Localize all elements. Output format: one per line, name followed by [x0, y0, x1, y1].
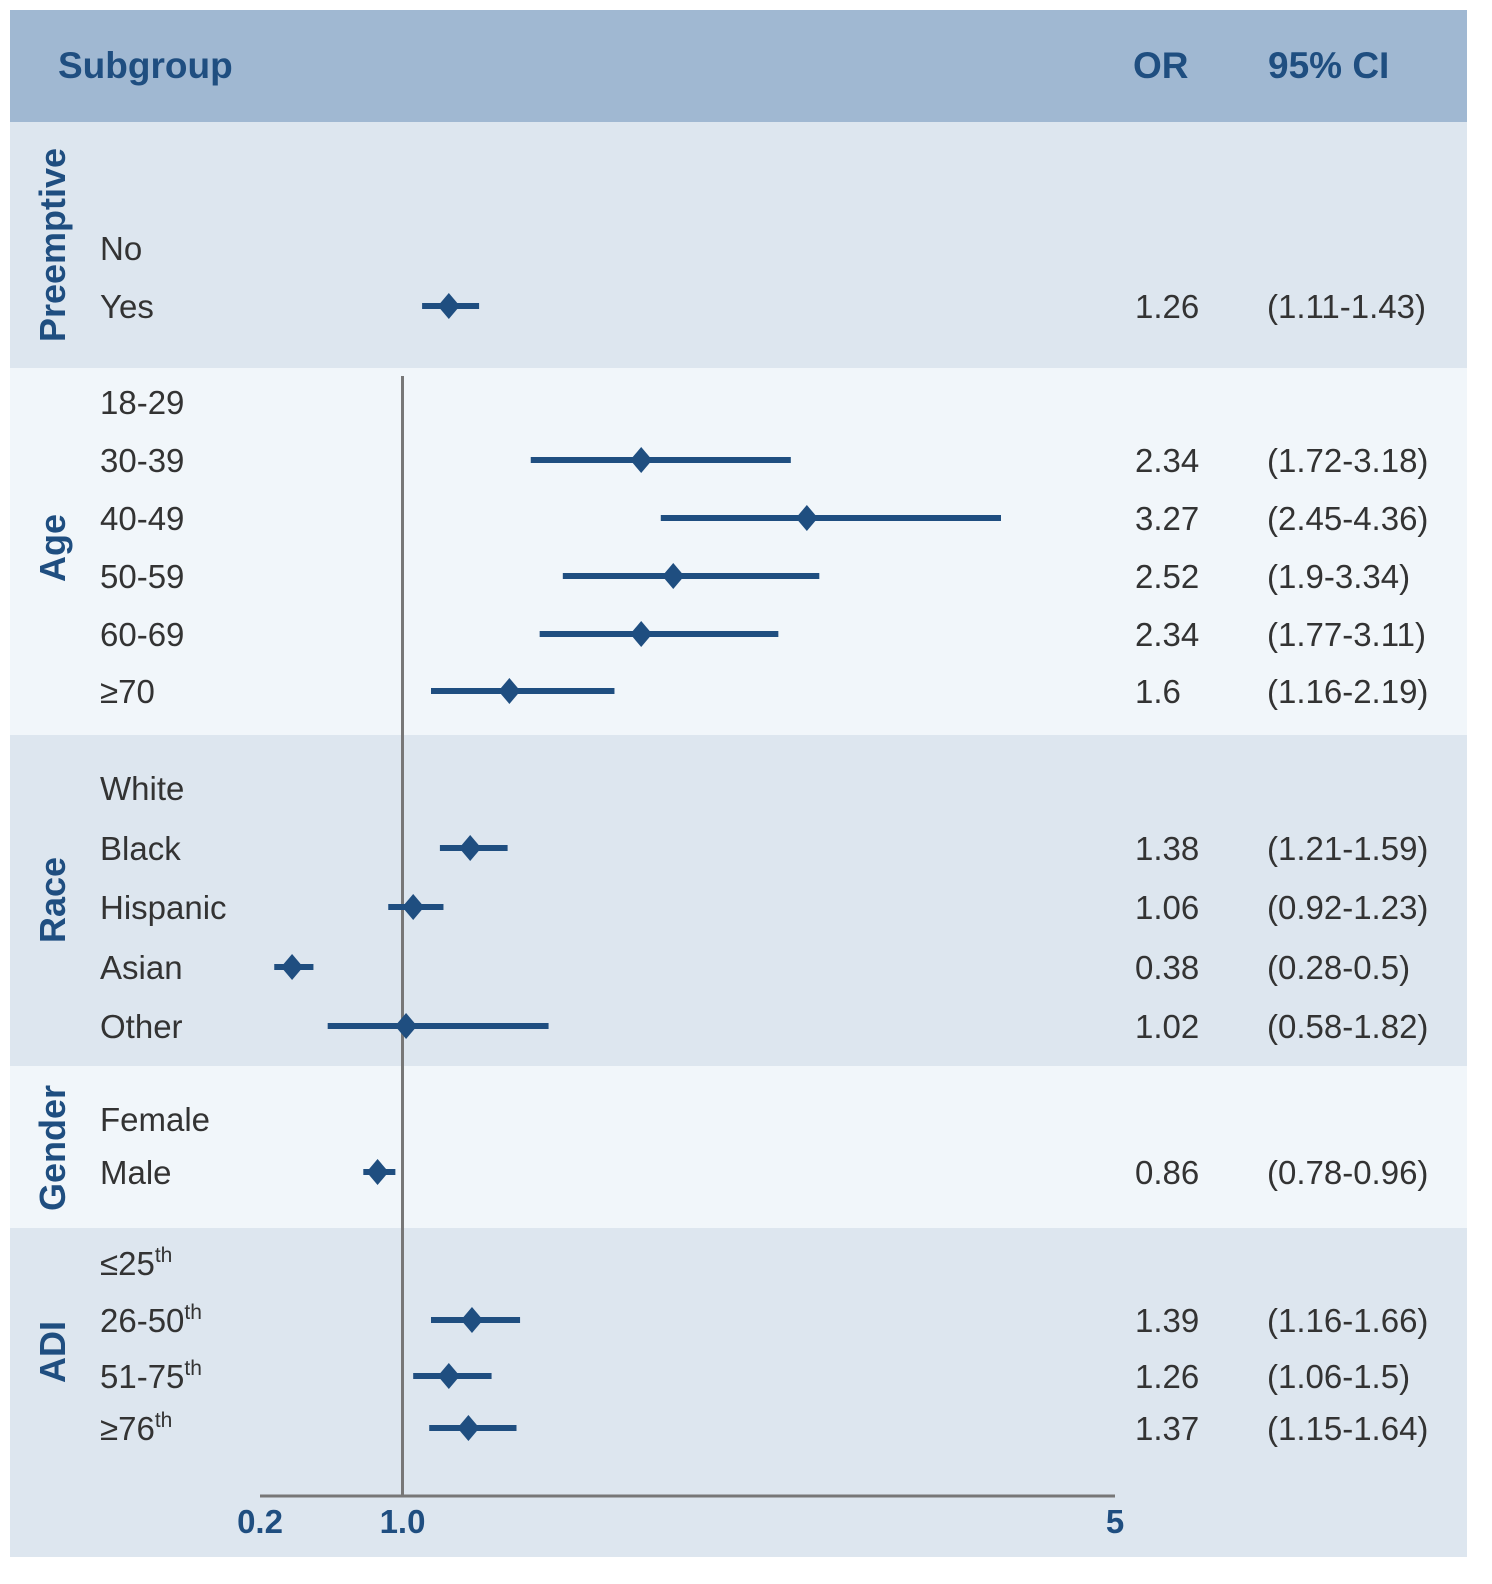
ci-value: (1.16-2.19)	[1267, 673, 1428, 710]
row-label: Hispanic	[100, 889, 227, 926]
ci-value: (1.11-1.43)	[1267, 288, 1426, 325]
header-or: OR	[1133, 45, 1189, 86]
row-label: 40-49	[100, 500, 184, 537]
or-value: 2.52	[1135, 558, 1199, 595]
or-value: 1.6	[1135, 673, 1181, 710]
group-band	[10, 735, 1467, 1066]
row-label: 60-69	[100, 616, 184, 653]
or-marker	[662, 563, 685, 589]
x-ticks: 0.2 1.0 5	[237, 1503, 1124, 1540]
row-label-superscript: th	[155, 1244, 173, 1267]
ci-value: (1.9-3.34)	[1267, 558, 1410, 595]
or-value: 1.26	[1135, 288, 1199, 325]
or-marker	[460, 1307, 483, 1333]
or-value: 1.39	[1135, 1302, 1199, 1339]
ci-value: (0.28-0.5)	[1267, 949, 1410, 986]
ci-value: (1.06-1.5)	[1267, 1358, 1410, 1395]
group-band	[10, 368, 1467, 735]
group-label: Race	[32, 857, 73, 943]
or-marker	[630, 621, 653, 647]
group-label: Age	[32, 514, 73, 582]
group-band	[10, 122, 1467, 368]
ci-value: (1.77-3.11)	[1267, 616, 1426, 653]
group-label: ADI	[32, 1321, 73, 1383]
row-label: Asian	[100, 949, 183, 986]
or-value: 2.34	[1135, 616, 1199, 653]
row-label-superscript: th	[184, 1357, 202, 1380]
or-marker	[630, 447, 653, 473]
row-label: White	[100, 770, 184, 807]
ci-value: (0.58-1.82)	[1267, 1008, 1428, 1045]
ci-value: (1.21-1.59)	[1267, 830, 1428, 867]
row-label: 50-59	[100, 558, 184, 595]
row-label: ≥70	[100, 673, 155, 710]
row-label-superscript: th	[184, 1301, 202, 1324]
or-marker	[437, 293, 460, 319]
or-value: 0.38	[1135, 949, 1199, 986]
x-tick-label: 5	[1106, 1503, 1124, 1540]
ci-value: (1.16-1.66)	[1267, 1302, 1428, 1339]
row-label: No	[100, 230, 142, 267]
x-tick-label: 1.0	[380, 1503, 426, 1540]
header-band	[10, 10, 1467, 122]
or-marker	[437, 1363, 460, 1389]
row-label: Female	[100, 1101, 210, 1138]
row-label: 18-29	[100, 384, 184, 421]
rows: Preemptive No Yes 1.26 (1.11-1.43) Age 18-29 30…	[32, 148, 1428, 1447]
or-marker	[281, 954, 304, 980]
or-marker	[402, 894, 425, 920]
group-band	[10, 1228, 1467, 1557]
or-marker	[457, 1415, 480, 1441]
or-value: 1.02	[1135, 1008, 1199, 1045]
row-label: Yes	[100, 288, 154, 325]
ci-value: (1.72-3.18)	[1267, 442, 1428, 479]
row-label: Black	[100, 830, 181, 867]
ci-value: (0.78-0.96)	[1267, 1154, 1428, 1191]
or-value: 0.86	[1135, 1154, 1199, 1191]
or-marker	[459, 835, 482, 861]
or-value: 1.37	[1135, 1410, 1199, 1447]
header-ci: 95% CI	[1268, 45, 1389, 86]
or-value: 3.27	[1135, 500, 1199, 537]
row-label: Other	[100, 1008, 183, 1045]
or-value: 1.38	[1135, 830, 1199, 867]
group-label: Preemptive	[32, 148, 73, 342]
group-label: Gender	[32, 1085, 73, 1211]
row-label: 30-39	[100, 442, 184, 479]
or-marker	[366, 1159, 389, 1185]
ci-value: (2.45-4.36)	[1267, 500, 1428, 537]
group-band	[10, 1066, 1467, 1228]
header-subgroup: Subgroup	[58, 45, 233, 86]
ci-value: (1.15-1.64)	[1267, 1410, 1428, 1447]
x-tick-label: 0.2	[237, 1503, 283, 1540]
or-value: 1.26	[1135, 1358, 1199, 1395]
or-marker	[795, 505, 818, 531]
or-marker	[498, 678, 521, 704]
group-bands	[10, 122, 1467, 1557]
row-label: Male	[100, 1154, 172, 1191]
row-label: 51-75th	[100, 1357, 202, 1395]
row-label-superscript: th	[155, 1409, 173, 1432]
or-value: 2.34	[1135, 442, 1199, 479]
or-value: 1.06	[1135, 889, 1199, 926]
ci-value: (0.92-1.23)	[1267, 889, 1428, 926]
or-marker	[395, 1013, 418, 1039]
